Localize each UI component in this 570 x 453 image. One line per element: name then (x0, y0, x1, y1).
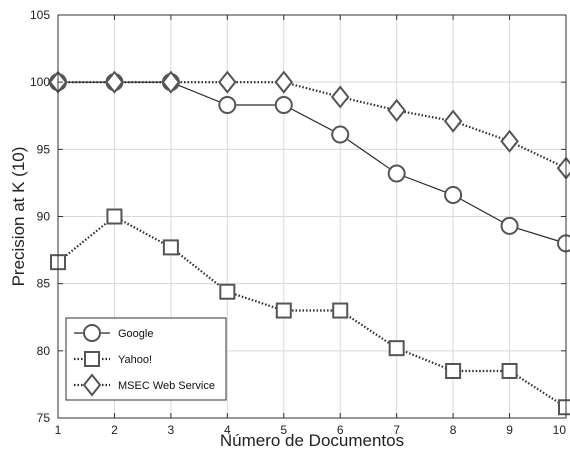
data-point-diamond (161, 70, 181, 94)
x-tick-label: 4 (224, 423, 231, 437)
data-point-diamond (500, 129, 519, 153)
x-tick-label: 1 (55, 423, 62, 437)
data-point-square (558, 399, 570, 416)
legend-label: Google (118, 328, 153, 340)
series-square (50, 208, 570, 416)
x-tick-label: 6 (337, 423, 344, 437)
y-tick-label: 75 (37, 411, 51, 425)
data-point-circle (500, 216, 519, 235)
data-point-square (445, 362, 462, 379)
y-tick-label: 105 (30, 8, 50, 22)
series-layer (48, 70, 570, 416)
data-point-square (162, 239, 179, 256)
data-point-square (332, 302, 349, 319)
y-axis-title: Precision at K (10) (9, 147, 28, 287)
x-tick-label: 3 (168, 423, 175, 437)
legend-marker-circle (83, 324, 101, 342)
y-tick-label: 100 (30, 75, 50, 89)
legend: Google Yahoo! MSEC Web Service (65, 317, 227, 401)
data-point-circle (557, 234, 570, 253)
data-point-diamond (330, 85, 350, 109)
y-tick-label: 95 (37, 142, 51, 156)
data-point-square (106, 208, 123, 225)
legend-label: Yahoo! (118, 354, 152, 366)
x-tick-label: 9 (506, 423, 513, 437)
x-tick-label: 7 (393, 423, 400, 437)
data-point-square (275, 302, 292, 319)
x-tick-label: 2 (111, 423, 118, 437)
legend-label: MSEC Web Service (118, 380, 215, 392)
data-point-square (501, 362, 518, 379)
series-diamond (48, 70, 570, 180)
x-tick-label: 8 (450, 423, 457, 437)
data-point-circle (331, 125, 350, 144)
data-point-diamond (443, 109, 463, 133)
data-point-circle (218, 96, 237, 115)
data-point-circle (444, 186, 463, 205)
data-point-square (388, 340, 405, 357)
y-tick-label: 90 (37, 210, 51, 224)
data-point-diamond (105, 70, 124, 94)
legend-marker-square (84, 351, 100, 367)
data-point-square (219, 283, 236, 300)
data-point-circle (387, 164, 406, 183)
x-tick-label: 10 (553, 423, 567, 437)
x-tick-label: 5 (280, 423, 287, 437)
axis-ticks: 75 80 85 90 95 100 105 1 2 3 4 5 6 7 8 9 10 (30, 8, 567, 437)
data-point-diamond (218, 70, 237, 94)
series-line (58, 81, 567, 170)
legend-marker-diamond (82, 373, 102, 397)
data-point-diamond (274, 70, 294, 94)
data-point-diamond (387, 98, 406, 122)
x-axis-title: Número de Documentos (220, 431, 404, 450)
y-tick-label: 80 (37, 344, 51, 358)
y-tick-label: 85 (37, 277, 51, 291)
data-point-circle (274, 96, 293, 115)
